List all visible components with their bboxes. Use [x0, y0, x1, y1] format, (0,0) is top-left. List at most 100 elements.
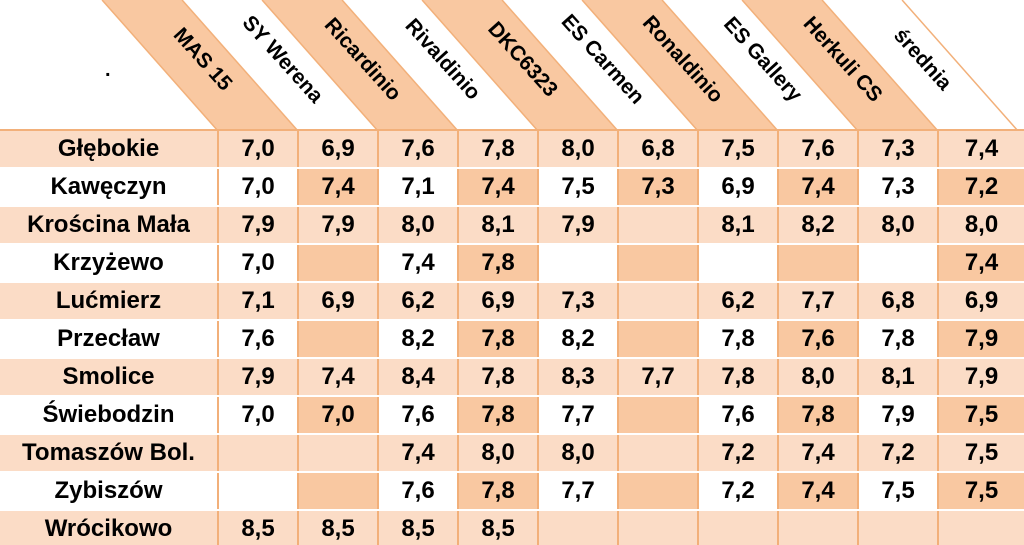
- value-cell: [618, 206, 699, 245]
- row-name: Krościna Mała: [0, 206, 219, 245]
- value-cell: 7,6: [378, 131, 459, 169]
- value-cell: 7,8: [458, 244, 539, 283]
- value-cell: 7,8: [458, 320, 539, 359]
- value-cell: [618, 244, 699, 283]
- column-header-band: . MAS 15 SY WerenaRicardinioRivaldinioDKC6…: [0, 0, 1024, 131]
- table-row: Świebodzin 7,0 7,0 7,6 7,8 7,7 7,6 7,8 7,9 7,5: [0, 396, 1024, 435]
- header-divider: [261, 0, 379, 131]
- value-cell: [618, 320, 699, 359]
- value-cell: [538, 244, 619, 283]
- row-name: Zybiszów: [0, 472, 219, 511]
- value-cell: 7,8: [858, 320, 939, 359]
- value-cell: 7,5: [938, 434, 1024, 473]
- value-cell: [298, 244, 379, 283]
- value-cell: 8,0: [938, 206, 1024, 245]
- value-cell: 7,8: [458, 472, 539, 511]
- value-cell: 6,2: [378, 282, 459, 321]
- row-name: Krzyżewo: [0, 244, 219, 283]
- value-cell: 7,0: [218, 244, 299, 283]
- value-cell: 7,8: [458, 358, 539, 397]
- header-stripe: [742, 0, 938, 131]
- value-cell: [618, 396, 699, 435]
- value-cell: 8,5: [458, 510, 539, 545]
- value-cell: [698, 244, 779, 283]
- value-cell: 7,1: [218, 282, 299, 321]
- row-name: Przecław: [0, 320, 219, 359]
- value-cell: 8,0: [778, 358, 859, 397]
- value-cell: 7,5: [938, 472, 1024, 511]
- value-cell: 7,8: [698, 358, 779, 397]
- value-cell: 7,2: [698, 434, 779, 473]
- value-cell: 7,1: [378, 168, 459, 207]
- value-cell: 7,2: [938, 168, 1024, 207]
- value-cell: 8,0: [378, 206, 459, 245]
- value-cell: 7,8: [458, 131, 539, 169]
- value-cell: 7,8: [458, 396, 539, 435]
- value-cell: [618, 510, 699, 545]
- header-divider: [821, 0, 939, 131]
- header-divider: [901, 0, 1019, 131]
- value-cell: 8,0: [538, 434, 619, 473]
- row-name: Głębokie: [0, 131, 219, 169]
- value-cell: 7,4: [298, 168, 379, 207]
- table-row: Wrócikowo 8,5 8,5 8,5 8,5: [0, 510, 1024, 545]
- value-cell: 7,5: [538, 168, 619, 207]
- header-divider: [741, 0, 859, 131]
- value-cell: 7,6: [218, 320, 299, 359]
- table-row: Przecław 7,6 8,2 7,8 8,2 7,8 7,6 7,8 7,9: [0, 320, 1024, 359]
- value-cell: 7,9: [938, 320, 1024, 359]
- value-cell: [858, 510, 939, 545]
- header-stripe: [422, 0, 618, 131]
- header-corner-cell: [0, 0, 218, 131]
- value-cell: 7,9: [218, 206, 299, 245]
- row-name: Smolice: [0, 358, 219, 397]
- value-cell: 7,4: [298, 358, 379, 397]
- value-cell: 8,0: [458, 434, 539, 473]
- value-cell: 7,3: [858, 131, 939, 169]
- table-row: Kawęczyn 7,0 7,4 7,1 7,4 7,5 7,3 6,9 7,4 7,3 7,2: [0, 168, 1024, 207]
- header-stripe: [582, 0, 778, 131]
- value-cell: 7,6: [378, 472, 459, 511]
- table-row: Krzyżewo 7,0 7,4 7,8 7,4: [0, 244, 1024, 283]
- value-cell: 7,7: [538, 472, 619, 511]
- table-row: Zybiszów 7,6 7,8 7,7 7,2 7,4 7,5 7,5: [0, 472, 1024, 511]
- value-cell: 8,0: [538, 131, 619, 169]
- value-cell: 7,4: [378, 434, 459, 473]
- value-cell: 8,5: [298, 510, 379, 545]
- value-cell: 6,2: [698, 282, 779, 321]
- value-cell: 7,6: [778, 131, 859, 169]
- table-row: Krościna Mała 7,9 7,9 8,0 8,1 7,9 8,1 8,2 8,0 8,0: [0, 206, 1024, 245]
- table-row: Głębokie 7,0 6,9 7,6 7,8 8,0 6,8 7,5 7,6 7,3 7,4: [0, 131, 1024, 169]
- value-cell: [538, 510, 619, 545]
- value-cell: 7,6: [378, 396, 459, 435]
- table-row: Tomaszów Bol. 7,4 8,0 8,0 7,2 7,4 7,2 7,5: [0, 434, 1024, 473]
- value-cell: [298, 472, 379, 511]
- value-cell: 7,4: [778, 472, 859, 511]
- value-cell: 7,7: [538, 396, 619, 435]
- data-table: Głębokie 7,0 6,9 7,6 7,8 8,0 6,8 7,5 7,6 7,3 7,4 Ka…: [0, 131, 1024, 545]
- value-cell: 7,9: [858, 396, 939, 435]
- value-cell: 7,9: [938, 358, 1024, 397]
- value-cell: 7,2: [698, 472, 779, 511]
- value-cell: 8,2: [538, 320, 619, 359]
- value-cell: 7,7: [778, 282, 859, 321]
- value-cell: [298, 320, 379, 359]
- value-cell: [698, 510, 779, 545]
- value-cell: 8,3: [538, 358, 619, 397]
- header-divider: [421, 0, 539, 131]
- row-name: Tomaszów Bol.: [0, 434, 219, 473]
- value-cell: 6,9: [938, 282, 1024, 321]
- value-cell: 7,7: [618, 358, 699, 397]
- value-cell: 8,4: [378, 358, 459, 397]
- value-cell: 7,0: [218, 131, 299, 169]
- header-divider: [181, 0, 299, 131]
- value-cell: 8,0: [858, 206, 939, 245]
- value-cell: 8,5: [218, 510, 299, 545]
- value-cell: 6,9: [698, 168, 779, 207]
- header-divider: [341, 0, 459, 131]
- value-cell: 7,4: [778, 168, 859, 207]
- value-cell: 8,1: [858, 358, 939, 397]
- value-cell: 7,9: [218, 358, 299, 397]
- value-cell: 8,2: [378, 320, 459, 359]
